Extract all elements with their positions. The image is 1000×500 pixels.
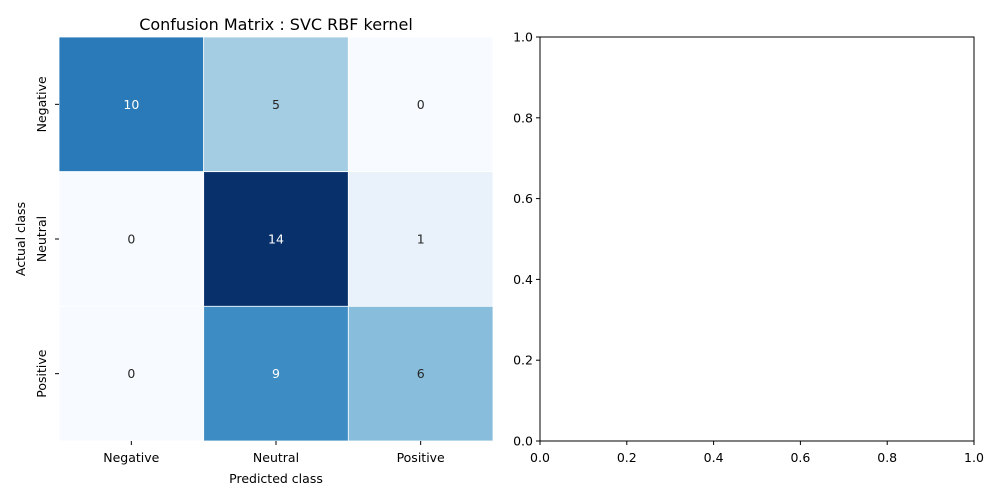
heatmap-cell-value: 0 (127, 232, 135, 247)
heatmap-cell-neutral-neutral (203, 171, 349, 307)
heatmap-cell-value: 10 (123, 97, 139, 112)
heatmap-cell-value: 0 (127, 366, 135, 381)
heatmap-x-tick-label: Negative (103, 450, 159, 465)
empty-axes-y-tick-label: 0.8 (513, 110, 533, 125)
heatmap-cell-negative-positive (347, 36, 494, 173)
heatmap-cell-negative-negative (58, 36, 205, 173)
heatmap-y-tick-label: Negative (34, 76, 49, 132)
empty-axes-x-tick-label: 0.6 (790, 450, 810, 465)
heatmap-y-axis-label: Actual class (13, 202, 28, 276)
empty-axes-y-tick-label: 0.4 (513, 272, 533, 287)
heatmap-cell-value: 6 (417, 366, 425, 381)
heatmap-cell-value: 0 (417, 97, 425, 112)
empty-axes-x-tick-label: 0.0 (530, 450, 550, 465)
empty-axes-y-tick-label: 0.6 (513, 191, 533, 206)
heatmap-y-tick-label: Positive (34, 349, 49, 397)
heatmap-x-ticks: Negative Neutral Positive (103, 441, 445, 465)
empty-axes-x-tick-label: 0.8 (877, 450, 897, 465)
empty-axes-panel: 0.0 0.2 0.4 0.6 0.8 1.0 0.0 0.2 0.4 0.6 0.8 1.0 (513, 30, 984, 466)
heatmap-cell-neutral-negative (58, 171, 205, 307)
heatmap-cell-value: 1 (417, 232, 425, 247)
heatmap-cell-positive-neutral (203, 305, 349, 442)
heatmap-cell-value: 5 (272, 97, 280, 112)
empty-axes-y-tick-label: 1.0 (513, 30, 533, 45)
heatmap-cell-value: 9 (272, 366, 280, 381)
heatmap-cell-positive-negative (58, 305, 205, 442)
heatmap-x-tick-label: Positive (397, 450, 445, 465)
empty-axes-x-tick-label: 1.0 (964, 450, 984, 465)
empty-axes-frame (539, 36, 975, 442)
empty-axes-x-tick-label: 0.4 (704, 450, 724, 465)
heatmap-x-tick-label: Neutral (253, 450, 299, 465)
empty-axes-y-ticks: 0.0 0.2 0.4 0.6 0.8 1.0 (513, 30, 540, 449)
heatmap-cell-neutral-positive (347, 171, 494, 307)
confusion-matrix-panel: Confusion Matrix : SVC RBF kernel 10 5 00 1… (13, 15, 494, 486)
heatmap-cell-negative-neutral (203, 36, 349, 173)
empty-axes-x-tick-label: 0.2 (617, 450, 637, 465)
heatmap-cell-value: 14 (268, 232, 284, 247)
empty-axes-x-ticks: 0.0 0.2 0.4 0.6 0.8 1.0 (530, 441, 984, 465)
heatmap-title: Confusion Matrix : SVC RBF kernel (139, 15, 413, 34)
empty-axes-y-tick-label: 0.2 (513, 353, 533, 368)
heatmap-y-tick-label: Neutral (34, 216, 49, 262)
empty-axes-y-tick-label: 0.0 (513, 434, 533, 449)
heatmap-x-axis-label: Predicted class (229, 471, 323, 486)
heatmap-cells: 10 5 00 14 10 9 6 (58, 36, 494, 442)
heatmap-y-ticks: Negative Neutral Positive (34, 76, 59, 398)
